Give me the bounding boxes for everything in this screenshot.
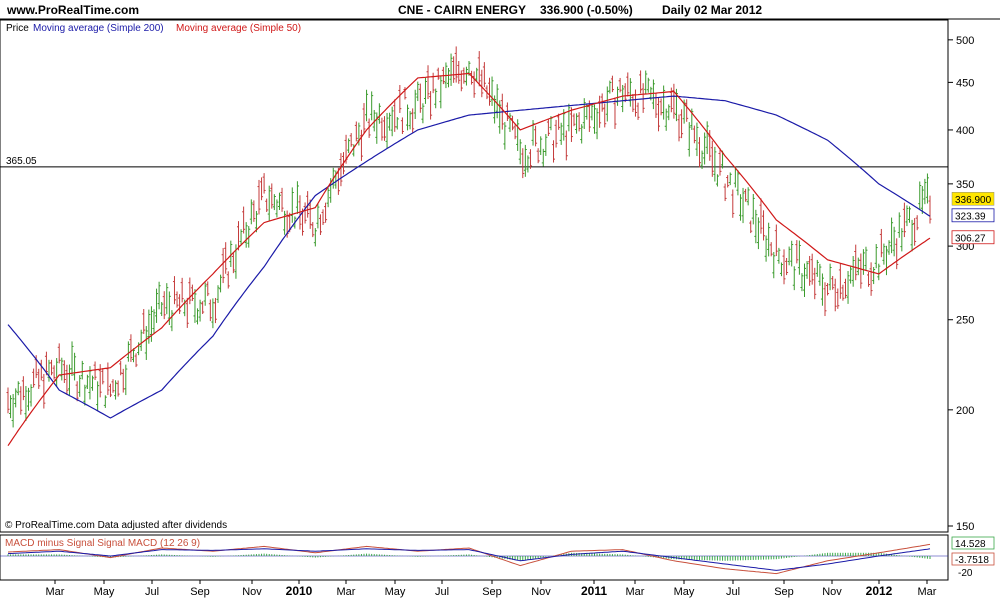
price-y-tick: 250 — [956, 315, 974, 327]
ma50-value-box: 306.27 — [951, 230, 995, 244]
x-tick-label: 2011 — [581, 584, 607, 598]
reference-line-label: 365.05 — [6, 156, 37, 167]
x-tick-label: Jul — [435, 586, 449, 598]
x-tick-label: 2012 — [866, 584, 893, 598]
price-y-tick: 400 — [956, 125, 974, 137]
price-y-tick: 200 — [956, 405, 974, 417]
header-bar — [0, 0, 1000, 19]
ma50-line — [7, 72, 931, 447]
x-tick-label: Sep — [774, 586, 794, 598]
svg-text:323.39: 323.39 — [955, 211, 986, 222]
x-tick-label: Jul — [726, 586, 740, 598]
ma200-line — [7, 95, 931, 419]
price-y-tick: 150 — [956, 521, 974, 533]
legend-price: Price — [6, 23, 29, 34]
price-y-tick: 500 — [956, 35, 974, 47]
x-tick-label: Mar — [626, 586, 645, 598]
x-tick-label: Sep — [482, 586, 502, 598]
price-change: 336.900 (-0.50%) — [540, 3, 633, 17]
symbol-title: CNE - CAIRN ENERGY — [398, 3, 526, 17]
svg-text:306.27: 306.27 — [955, 233, 986, 244]
last-price-box: 336.900 — [951, 192, 995, 206]
site-label[interactable]: www.ProRealTime.com — [6, 3, 139, 17]
x-tick-label: 2010 — [286, 584, 313, 598]
footer-note: © ProRealTime.com Data adjusted after di… — [5, 520, 227, 531]
x-tick-label: Mar — [46, 586, 65, 598]
period-date: Daily 02 Mar 2012 — [662, 3, 762, 17]
svg-text:336.900: 336.900 — [955, 195, 992, 206]
price-y-tick: 450 — [956, 77, 974, 89]
x-tick-label: Mar — [337, 586, 356, 598]
signal-value-box: -3.7518 — [951, 552, 995, 566]
svg-text:-3.7518: -3.7518 — [955, 555, 989, 566]
price-y-tick: 350 — [956, 179, 974, 191]
macd-value-box: 14.528 — [951, 536, 995, 550]
macd-histogram — [7, 552, 931, 561]
legend-ma200: Moving average (Simple 200) — [33, 23, 164, 34]
x-axis: Mar May Jul Sep Nov 2010 Mar May Jul Sep Nov 2011 Ma… — [46, 580, 937, 598]
ma200-value-box: 323.39 — [951, 208, 995, 222]
x-tick-label: Nov — [822, 586, 842, 598]
x-tick-label: May — [94, 586, 115, 598]
macd-line — [7, 543, 931, 575]
x-tick-label: May — [674, 586, 695, 598]
macd-panel — [0, 534, 949, 581]
x-tick-label: Nov — [531, 586, 551, 598]
svg-text:14.528: 14.528 — [955, 539, 986, 550]
macd-title: MACD minus Signal Signal MACD (12 26 9) — [5, 538, 200, 549]
x-tick-label: Nov — [242, 586, 262, 598]
price-bars — [6, 46, 932, 428]
x-tick-label: May — [385, 586, 406, 598]
x-tick-label: Mar — [918, 586, 937, 598]
signal-line — [7, 548, 931, 571]
x-tick-label: Sep — [190, 586, 210, 598]
x-tick-label: Jul — [145, 586, 159, 598]
legend-ma50: Moving average (Simple 50) — [176, 23, 301, 34]
price-panel — [0, 19, 949, 533]
macd-y-tick: -20 — [958, 568, 973, 579]
